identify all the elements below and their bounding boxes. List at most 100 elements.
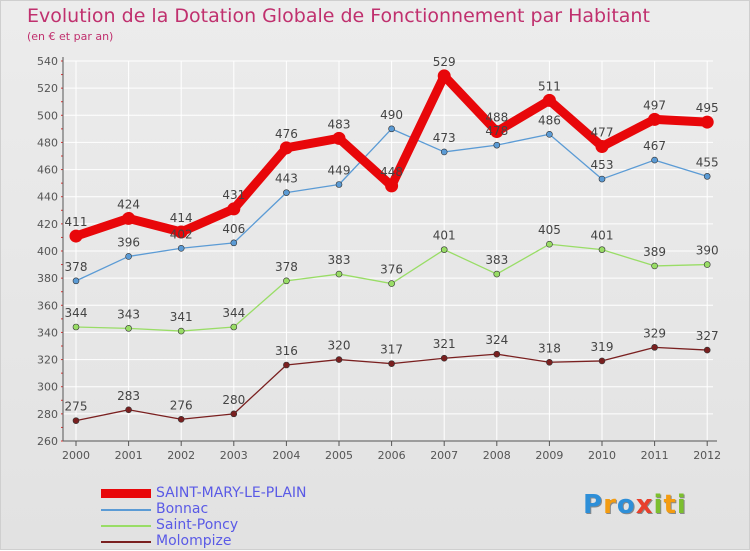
data-label: 411 (65, 215, 88, 229)
data-label: 396 (117, 235, 140, 249)
legend-label: SAINT-MARY-LE-PLAIN (156, 485, 307, 501)
data-label: 490 (380, 108, 403, 122)
data-point (703, 346, 711, 354)
data-label: 321 (433, 337, 456, 351)
data-point (230, 323, 238, 331)
data-label: 389 (643, 245, 666, 259)
legend-swatch (101, 509, 151, 511)
y-tick-label: 440 (37, 191, 58, 204)
data-label: 402 (170, 227, 193, 241)
x-tick-label: 2009 (535, 449, 563, 462)
data-point (542, 93, 556, 107)
legend-label: Saint-Poncy (156, 517, 239, 533)
x-tick-label: 2005 (325, 449, 353, 462)
data-label: 275 (65, 400, 88, 414)
data-point (546, 358, 553, 366)
data-label: 341 (170, 310, 193, 324)
data-label: 473 (433, 131, 456, 145)
data-point (388, 280, 395, 287)
data-point (651, 344, 658, 351)
x-tick-label: 2010 (588, 449, 616, 462)
data-point (595, 140, 609, 153)
data-point (69, 229, 83, 243)
x-tick-label: 2003 (220, 449, 248, 462)
y-tick-label: 400 (37, 245, 58, 258)
data-label: 401 (591, 229, 614, 243)
y-tick-label: 280 (37, 408, 58, 421)
data-label: 467 (643, 139, 666, 153)
data-label: 317 (380, 343, 403, 357)
data-label: 495 (696, 101, 719, 115)
proxiti-logo: Proxiti (583, 490, 687, 520)
data-label: 455 (696, 155, 719, 169)
data-point (72, 417, 80, 424)
data-label: 383 (485, 253, 508, 267)
y-tick-label: 300 (37, 381, 58, 394)
data-point (283, 189, 290, 196)
data-point (493, 350, 501, 358)
data-label: 414 (170, 211, 193, 225)
y-tick-label: 480 (37, 136, 58, 149)
data-label: 529 (433, 55, 456, 69)
y-tick-label: 260 (37, 435, 58, 448)
data-point (283, 277, 290, 285)
legend-swatch (101, 541, 151, 543)
data-point (440, 148, 448, 156)
legend-swatch (101, 525, 151, 527)
data-point (125, 253, 132, 260)
data-label: 497 (643, 98, 666, 112)
data-point (230, 410, 238, 418)
y-tick-label: 500 (37, 109, 58, 122)
legend-swatch (101, 489, 151, 498)
data-point (598, 357, 606, 365)
data-label: 453 (591, 158, 614, 172)
legend-label: Molompize (156, 533, 232, 549)
data-label: 344 (65, 306, 88, 320)
data-labels: 411 424 414 431 476 483 448 529 488 511 477 497 495 3… (65, 55, 719, 414)
data-point (335, 356, 343, 363)
data-point (437, 69, 451, 83)
data-label: 390 (696, 244, 719, 258)
data-point (388, 360, 395, 367)
data-point (177, 244, 185, 252)
data-point (440, 246, 448, 253)
data-label: 320 (328, 339, 351, 353)
data-label: 486 (538, 113, 561, 127)
data-point (703, 173, 711, 180)
data-point (651, 156, 658, 164)
data-label: 483 (328, 117, 351, 131)
data-point (335, 181, 343, 188)
data-point (72, 277, 80, 285)
data-label: 378 (275, 260, 298, 274)
data-point (122, 211, 136, 225)
data-label: 327 (696, 329, 719, 343)
series-lines (69, 69, 714, 424)
x-tick-label: 2011 (641, 449, 669, 462)
data-label: 511 (538, 79, 561, 93)
data-point (648, 112, 662, 126)
data-point (174, 225, 188, 239)
x-tick-label: 2007 (430, 449, 458, 462)
data-point (125, 406, 132, 414)
data-label: 343 (117, 307, 140, 321)
data-label: 344 (222, 306, 245, 320)
data-point (283, 361, 290, 369)
data-point (125, 325, 132, 332)
data-point (227, 202, 241, 216)
chart-subtitle: (en € et par an) (27, 30, 114, 43)
data-label: 401 (433, 229, 456, 243)
data-label: 476 (275, 127, 298, 141)
data-label: 280 (222, 393, 245, 407)
data-label: 378 (65, 260, 88, 274)
data-label: 283 (117, 389, 140, 403)
data-point (703, 261, 711, 268)
data-point (279, 141, 293, 155)
data-label: 443 (275, 172, 298, 186)
data-label: 488 (485, 111, 508, 125)
x-tick-label: 2000 (62, 449, 90, 462)
data-point (177, 415, 185, 423)
y-tick-label: 520 (37, 82, 58, 95)
data-point (230, 239, 238, 247)
